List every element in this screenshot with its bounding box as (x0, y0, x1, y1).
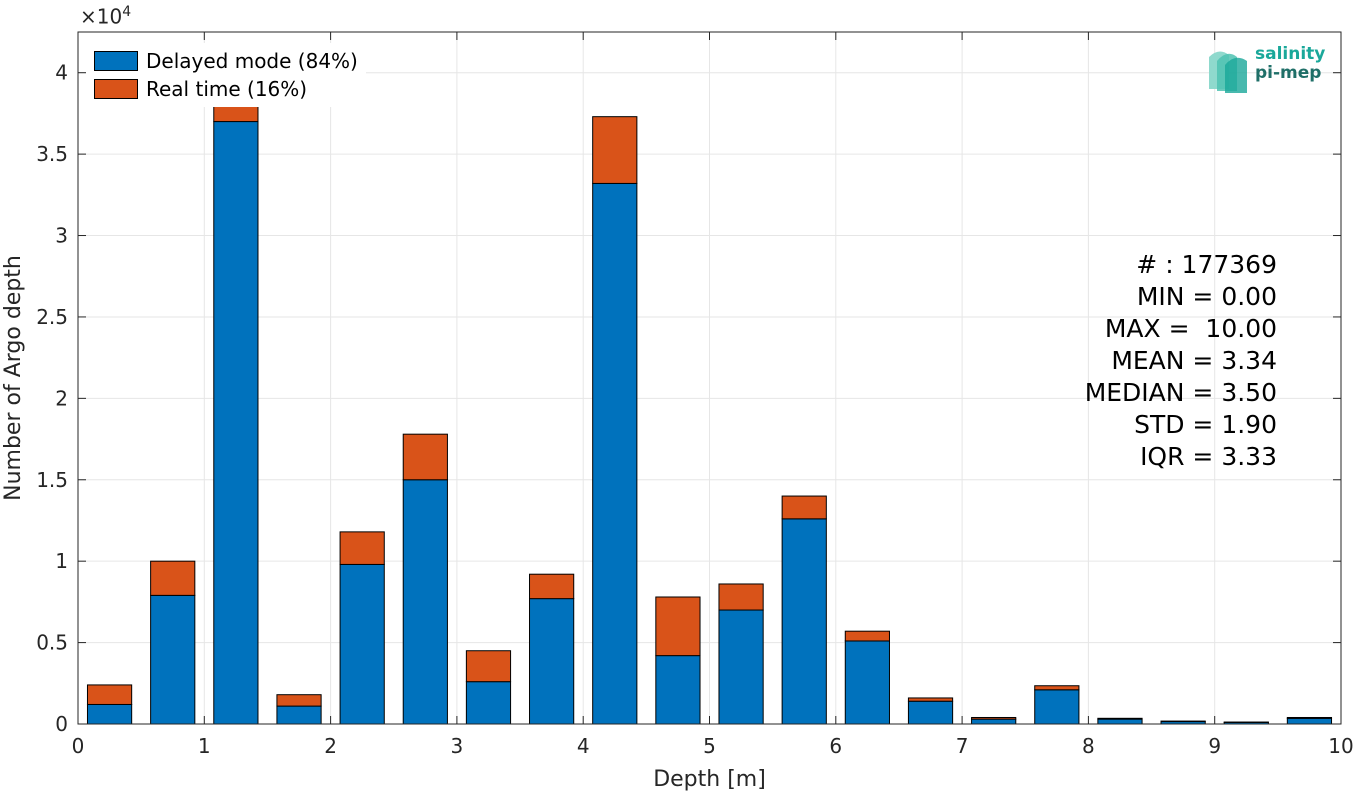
y-tick-label-6: 3 (55, 224, 68, 248)
bar-realtime-11 (781, 495, 827, 520)
bar-realtime-1 (150, 560, 196, 596)
stat-mean: MEAN = 3.34 (1111, 346, 1277, 375)
legend-label-realtime: Real time (16%) (146, 77, 308, 101)
bar-delayed-7 (529, 598, 575, 725)
bar-realtime-13 (907, 697, 954, 702)
y-tick-label-2: 1 (55, 549, 68, 573)
y-tick-label-4: 2 (55, 386, 68, 410)
bar-delayed-15 (1034, 689, 1080, 725)
bar-delayed-14 (971, 718, 1017, 725)
bar-delayed-3 (276, 705, 322, 725)
x-tick-label-1: 1 (198, 734, 211, 758)
bar-realtime-8 (592, 116, 638, 184)
legend-label-delayed: Delayed mode (84%) (146, 49, 358, 73)
bar-delayed-0 (86, 703, 133, 725)
x-tick-label-2: 2 (324, 734, 337, 758)
bar-delayed-10 (718, 609, 764, 725)
y-tick-label-1: 0.5 (36, 631, 68, 655)
y-tick-label-7: 3.5 (36, 142, 68, 166)
x-tick-label-10: 10 (1328, 734, 1353, 758)
bar-realtime-9 (655, 596, 701, 657)
legend-item-delayed: Delayed mode (84%) (94, 47, 358, 75)
bar-realtime-14 (971, 716, 1017, 720)
logo-line1: salinity (1255, 44, 1326, 64)
y-exponent-label: ×104 (80, 4, 132, 29)
y-tick-label-5: 2.5 (36, 305, 68, 329)
x-tick-label-7: 7 (956, 734, 969, 758)
x-tick-label-9: 9 (1208, 734, 1221, 758)
bar-realtime-15 (1034, 685, 1080, 691)
x-axis-title: Depth [m] (653, 767, 766, 792)
x-tick-label-8: 8 (1082, 734, 1095, 758)
bar-delayed-9 (655, 655, 701, 725)
stat-count: # : 177369 (1136, 250, 1277, 279)
x-tick-label-5: 5 (703, 734, 716, 758)
stat-iqr: IQR = 3.33 (1140, 442, 1277, 471)
legend-item-realtime: Real time (16%) (94, 75, 358, 103)
bar-delayed-19 (1286, 717, 1333, 725)
y-tick-label-3: 1.5 (36, 468, 68, 492)
stats-block: # : 177369 MIN = 0.00 MAX = 10.00 MEAN =… (1085, 249, 1277, 473)
stat-max: MAX = 10.00 (1104, 314, 1277, 343)
salinity-pi-mep-logo: salinity pi-mep (1205, 45, 1335, 95)
bar-delayed-2 (213, 121, 259, 725)
bar-realtime-12 (844, 630, 890, 642)
bar-realtime-6 (465, 650, 512, 683)
bar-realtime-5 (402, 433, 448, 481)
bar-realtime-19 (1286, 716, 1333, 719)
legend-swatch-delayed (94, 51, 138, 71)
stat-median: MEDIAN = 3.50 (1084, 378, 1277, 407)
stat-std: STD = 1.90 (1134, 410, 1277, 439)
bar-delayed-16 (1097, 718, 1143, 725)
y-tick-label-8: 4 (55, 61, 68, 85)
bar-realtime-4 (339, 531, 385, 565)
bar-delayed-11 (781, 518, 827, 725)
wave-logo-icon (1209, 51, 1247, 93)
bar-realtime-0 (86, 684, 133, 705)
x-tick-label-4: 4 (577, 734, 590, 758)
bar-realtime-16 (1097, 717, 1143, 720)
stat-min: MIN = 0.00 (1136, 282, 1277, 311)
legend-swatch-realtime (94, 79, 138, 99)
bar-delayed-13 (907, 700, 954, 725)
bar-delayed-6 (465, 681, 512, 725)
logo-line2: pi-mep (1255, 63, 1322, 83)
bar-realtime-7 (529, 573, 575, 600)
x-tick-label-0: 0 (72, 734, 85, 758)
x-tick-label-3: 3 (451, 734, 464, 758)
y-axis-title: Number of Argo depth (1, 255, 26, 501)
bar-realtime-3 (276, 694, 322, 707)
bar-delayed-4 (339, 563, 385, 725)
bar-delayed-1 (150, 594, 196, 725)
bar-delayed-5 (402, 479, 448, 725)
x-tick-label-6: 6 (829, 734, 842, 758)
legend: Delayed mode (84%) Real time (16%) (86, 43, 366, 107)
y-tick-label-0: 0 (55, 712, 68, 736)
bar-realtime-10 (718, 583, 764, 611)
bar-delayed-12 (844, 640, 890, 725)
bar-delayed-8 (592, 182, 638, 725)
